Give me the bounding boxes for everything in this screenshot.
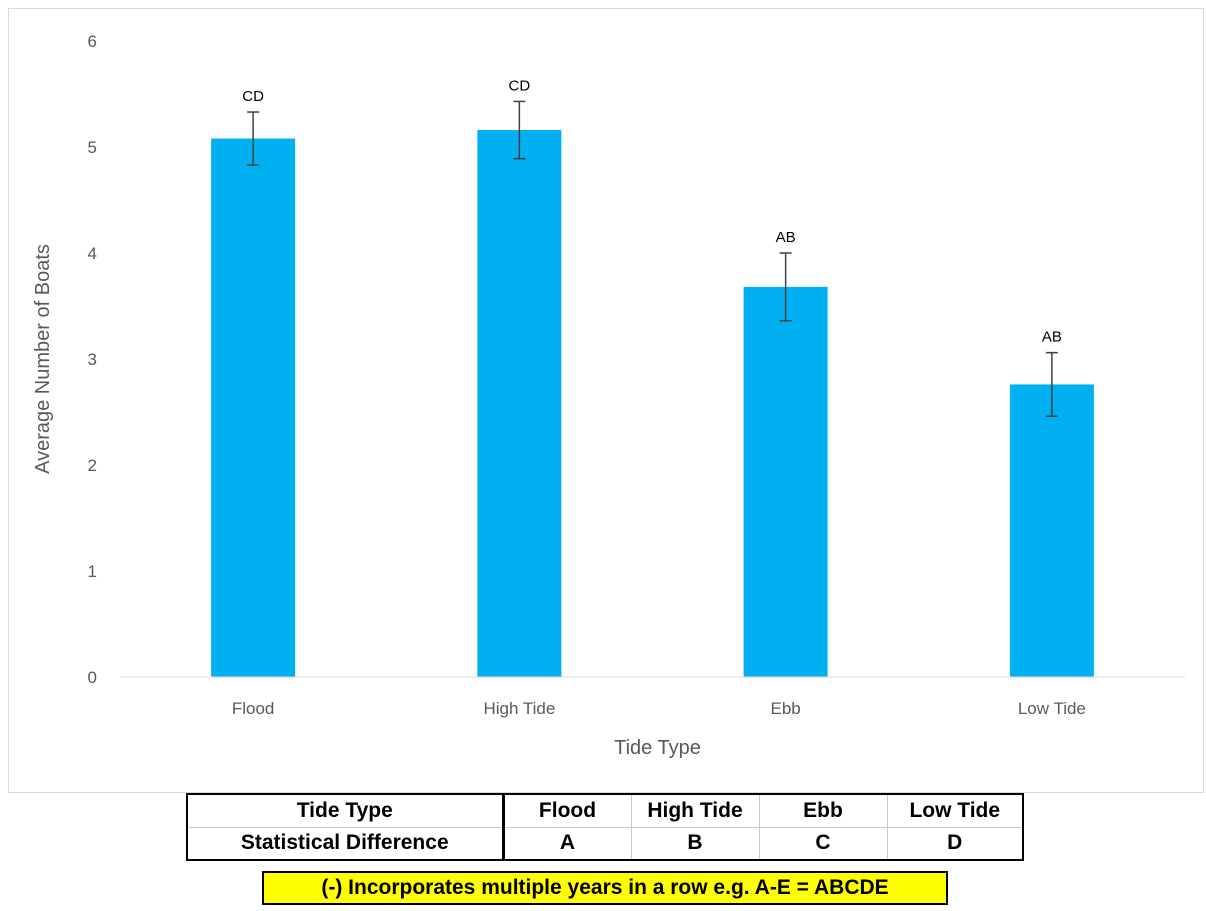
significance-label: CD bbox=[242, 88, 264, 105]
y-tick-label: 3 bbox=[88, 350, 97, 369]
table-cell: A bbox=[502, 826, 632, 861]
y-tick-label: 4 bbox=[88, 244, 97, 263]
bar bbox=[211, 138, 296, 677]
table-cell: Low Tide bbox=[886, 793, 1024, 828]
table-cell: Flood bbox=[502, 793, 632, 828]
table-cell: C bbox=[758, 826, 888, 861]
significance-label: AB bbox=[1042, 329, 1062, 346]
footnote: (-) Incorporates multiple years in a row… bbox=[262, 871, 948, 905]
x-axis-title: Tide Type bbox=[614, 737, 701, 759]
x-tick-label: Low Tide bbox=[1018, 699, 1086, 718]
table-cell: Tide Type bbox=[186, 793, 505, 828]
significance-label: AB bbox=[776, 229, 796, 246]
y-tick-label: 1 bbox=[88, 562, 97, 581]
bar bbox=[1009, 384, 1094, 677]
statistical-difference-table: Tide Type Flood High Tide Ebb Low Tide S… bbox=[186, 793, 1024, 861]
table-row: Statistical Difference A B C D bbox=[186, 826, 1024, 861]
y-axis-title: Average Number of Boats bbox=[32, 244, 54, 474]
x-tick-label: Flood bbox=[232, 699, 275, 718]
y-tick-label: 0 bbox=[88, 668, 97, 687]
bar-chart: 0 1 2 3 4 5 6 CD Flood CD High Tide AB Ebb AB Low Tide… bbox=[32, 32, 1185, 759]
y-tick-label: 5 bbox=[88, 138, 97, 157]
table-cell: Statistical Difference bbox=[186, 826, 505, 861]
x-tick-label: Ebb bbox=[771, 699, 801, 718]
table-cell: B bbox=[630, 826, 760, 861]
significance-label: CD bbox=[509, 77, 531, 94]
table-cell: High Tide bbox=[630, 793, 760, 828]
bar bbox=[743, 286, 828, 677]
table-row: Tide Type Flood High Tide Ebb Low Tide bbox=[186, 793, 1024, 828]
y-tick-label: 2 bbox=[88, 456, 97, 475]
bar bbox=[477, 130, 562, 677]
table-cell: Ebb bbox=[758, 793, 888, 828]
x-tick-label: High Tide bbox=[483, 699, 555, 718]
chart-area: 0 1 2 3 4 5 6 CD Flood CD High Tide AB Ebb AB Low Tide… bbox=[8, 8, 1204, 793]
table-cell: D bbox=[886, 826, 1024, 861]
y-tick-label: 6 bbox=[88, 32, 97, 51]
